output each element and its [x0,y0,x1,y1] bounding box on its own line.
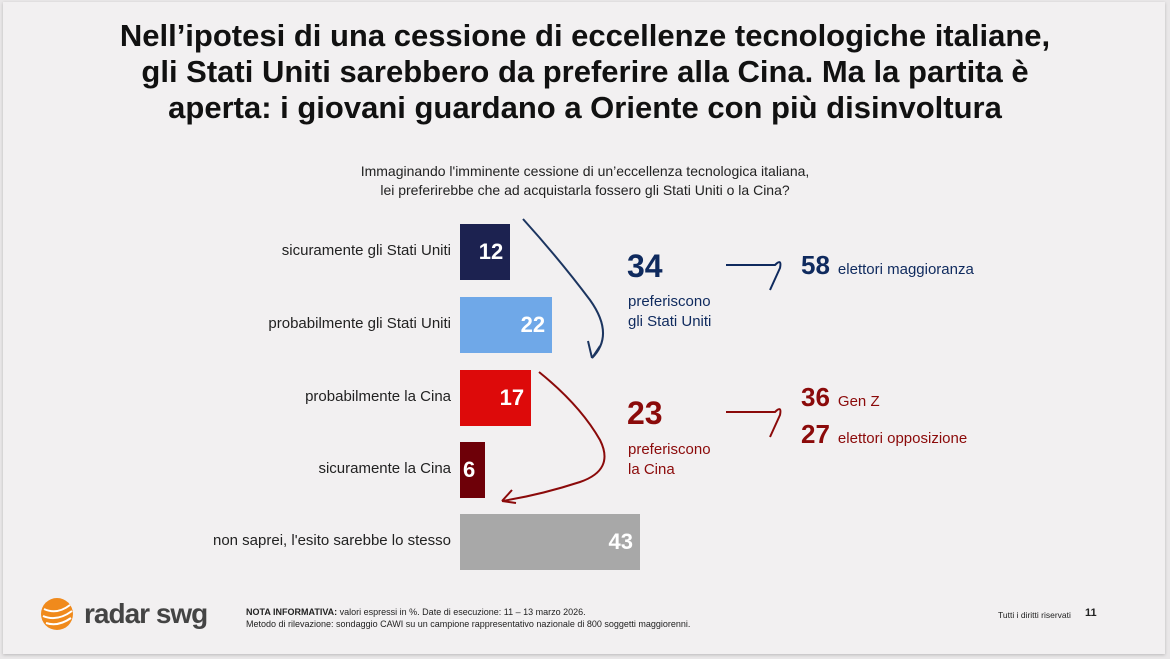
title-line: gli Stati Uniti sarebbero da preferire a… [141,54,1029,89]
category-label: probabilmente gli Stati Uniti [268,315,451,332]
question-line: Immaginando l'imminente cessione di un’e… [360,163,810,179]
stat-majority-voters: 58 elettori maggioranza [801,250,974,281]
bar: 17 [460,370,532,426]
bar: 22 [460,297,553,353]
stat-label: elettori opposizione [837,430,968,447]
title-line: aperta: i giovani guardano a Oriente con… [168,90,1002,125]
logo-globe-icon [41,598,73,630]
usa-total-label: preferiscono gli Stati Uniti [628,292,711,332]
bar-value-label: 43 [608,529,633,554]
category-label: non saprei, l'esito sarebbe lo stesso [212,532,451,549]
label-line: la Cina [628,461,675,478]
label-line: preferiscono [628,293,711,310]
title-line: Nell’ipotesi di una cessione di eccellen… [119,18,1051,53]
bar: 6 [460,442,486,498]
stat-opposition-voters: 27 elettori opposizione [801,419,967,450]
category-label: sicuramente la Cina [318,460,451,477]
stat-label: elettori maggioranza [837,261,974,278]
note-text: valori espressi in %. Date di esecuzione… [337,607,586,617]
question-line: lei preferirebbe che ad acquistarla foss… [380,182,790,198]
methodology-note: NOTA INFORMATIVA: valori espressi in %. … [246,606,690,630]
stat-value: 27 [801,419,830,449]
note-line: NOTA INFORMATIVA: valori espressi in %. … [246,606,690,618]
note-label: NOTA INFORMATIVA: [246,607,338,617]
china-total-label: preferiscono la Cina [628,440,711,480]
logo-text: radar swg [84,598,208,629]
usa-total: 34 [627,248,663,284]
stat-value: 58 [801,250,830,280]
page-title: Nell’ipotesi di una cessione di eccellen… [0,18,1170,126]
page-number: 11 [1085,607,1097,619]
category-label: sicuramente gli Stati Uniti [281,242,451,259]
bar: 12 [460,224,511,280]
survey-question: Immaginando l'imminente cessione di un’e… [0,162,1170,200]
stat-value: 36 [801,382,830,412]
category-label: probabilmente la Cina [305,388,451,405]
label-line: gli Stati Uniti [628,313,712,330]
stat-gen-z: 36 Gen Z [801,382,880,413]
copyright: Tutti i diritti riservati [998,610,1071,620]
note-line: Metodo di rilevazione: sondaggio CAWI su… [246,619,691,629]
bar-value-label: 17 [499,385,525,410]
stat-label: Gen Z [837,393,880,410]
label-line: preferiscono [628,441,711,458]
china-total: 23 [627,395,663,431]
bar: 43 [460,514,640,570]
bar-value-label: 22 [520,312,546,337]
bar-value-label: 12 [478,239,504,264]
bar-value-label: 6 [463,457,476,482]
radar-swg-logo: radar swg [40,597,208,631]
